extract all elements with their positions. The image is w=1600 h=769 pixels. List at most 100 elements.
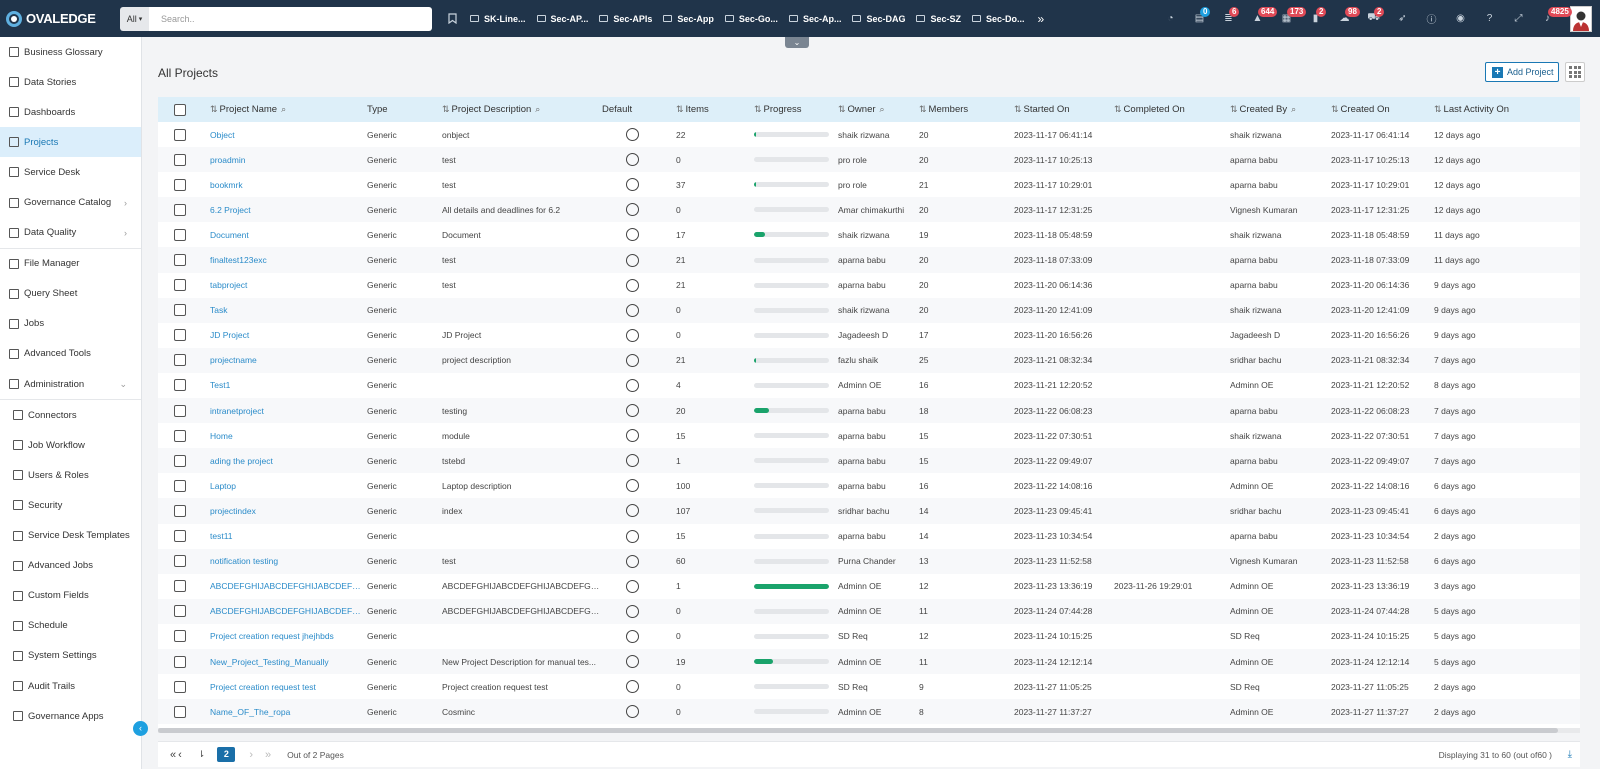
default-radio[interactable] [626,253,639,267]
search-input[interactable] [149,6,432,31]
column-header-owner[interactable]: ⇅ Owner ⌕ [838,97,919,122]
row-checkbox[interactable] [174,454,186,467]
cloud-icon[interactable]: ☁ 98 [1330,0,1360,37]
sidebar-item-users-roles[interactable]: Users & Roles [0,460,141,490]
project-name-link[interactable]: Task [210,305,228,316]
project-name-link[interactable]: Laptop [210,480,236,491]
page-link-1-icon[interactable]: ⇂ [197,749,206,759]
sidebar-item-jobs[interactable]: Jobs [0,309,141,339]
current-page[interactable]: 2 [217,747,236,762]
sidebar-item-audit-trails[interactable]: Audit Trails [0,671,141,701]
next-page-icon[interactable]: › [249,748,254,761]
sort-icon[interactable]: ⇅ [442,104,450,114]
default-radio[interactable] [626,504,639,518]
rocket-icon[interactable]: ➶ [1398,13,1407,24]
sidebar-item-custom-fields[interactable]: Custom Fields [0,581,141,611]
default-radio[interactable] [626,579,639,593]
project-name-link[interactable]: notification testing [210,556,279,567]
default-radio[interactable] [626,203,639,217]
warning-icon[interactable]: ▲ 644 [1243,0,1278,37]
row-checkbox[interactable] [174,254,186,267]
bookmark-tab[interactable]: Sec-SZ [916,14,961,24]
project-name-link[interactable]: Test1 [210,380,231,391]
project-name-link[interactable]: test11 [210,531,233,542]
project-name-link[interactable]: finaltest123exc [210,255,267,266]
row-checkbox[interactable] [174,479,186,492]
row-checkbox[interactable] [174,630,186,643]
project-name-link[interactable]: New_Project_Testing_Manually [210,656,329,667]
dashboard-gauge-icon[interactable]: ◔ [1167,13,1174,24]
sidebar-item-service-desk-templates[interactable]: Service Desk Templates [0,521,141,551]
sidebar-item-file-manager[interactable]: File Manager [0,249,141,279]
bookmark-tab[interactable]: Sec-AP... [536,14,588,24]
sidebar-item-job-workflow[interactable]: Job Workflow [0,430,141,460]
project-name-link[interactable]: projectname [210,355,257,366]
row-checkbox[interactable] [174,705,186,718]
search-icon[interactable]: ⌕ [879,104,885,114]
sidebar-item-security[interactable]: Security [0,490,141,520]
bookmark-tab[interactable]: Sec-App [663,14,714,24]
search-scope-select[interactable]: All ▾ [120,6,149,31]
row-checkbox[interactable] [174,655,186,668]
bookmark-tab[interactable]: SK-Line... [470,14,526,24]
column-header-name[interactable]: ⇅ Project Name ⌕ [210,97,367,122]
default-radio[interactable] [626,629,639,643]
sidebar-item-data-stories[interactable]: Data Stories [0,67,141,97]
search-icon[interactable]: ⌕ [281,104,287,114]
default-radio[interactable] [626,429,639,443]
scrollbar-thumb[interactable] [158,728,1558,733]
project-name-link[interactable]: proadmin [210,154,246,165]
default-radio[interactable] [626,529,639,543]
column-header-default[interactable]: Default [602,97,676,122]
column-header-completed[interactable]: ⇅ Completed On [1114,97,1230,122]
info-icon[interactable]: ⓘ [1426,15,1437,26]
last-page-icon[interactable]: » [265,748,272,761]
sort-icon[interactable]: ⇅ [1434,104,1442,114]
search-icon[interactable]: ⌕ [1291,104,1297,114]
sort-icon[interactable]: ⇅ [919,104,927,114]
row-checkbox[interactable] [174,128,186,141]
sort-icon[interactable]: ⇅ [754,104,762,114]
bookmark-tab[interactable]: Sec-Do... [971,14,1025,24]
project-name-link[interactable]: ading the project [210,455,273,466]
sidebar-item-projects[interactable]: Projects [0,127,141,158]
row-checkbox[interactable] [174,228,186,241]
default-radio[interactable] [626,705,639,719]
default-radio[interactable] [626,554,639,568]
row-checkbox[interactable] [174,504,186,517]
row-checkbox[interactable] [174,354,186,367]
row-checkbox[interactable] [174,404,186,417]
cart-icon[interactable]: ⛟ 2 [1359,0,1388,37]
default-radio[interactable] [626,153,639,167]
sidebar-collapse-button[interactable]: ‹ [133,721,148,736]
database-icon[interactable]: ≣ 6 [1214,0,1243,37]
row-checkbox[interactable] [174,203,186,216]
default-radio[interactable] [626,454,639,468]
project-name-link[interactable]: ABCDEFGHIJABCDEFGHIJABCDEFGHI... [210,581,367,592]
row-checkbox[interactable] [174,304,186,317]
bookmark-tab[interactable]: Sec-Ap... [788,14,841,24]
row-checkbox[interactable] [174,178,186,191]
row-checkbox[interactable] [174,279,186,292]
expand-icon[interactable]: ⤢ [1514,13,1523,24]
sidebar-item-business-glossary[interactable]: Business Glossary [0,37,141,67]
previous-page-icon[interactable]: ‹ [178,748,182,761]
column-header-items[interactable]: ⇅ Items [676,97,754,122]
globe-icon[interactable]: ◉ [1456,13,1465,24]
default-radio[interactable] [626,655,639,669]
project-name-link[interactable]: Document [210,229,249,240]
project-name-link[interactable]: Name_OF_The_ropa [210,706,291,717]
sort-icon[interactable]: ⇅ [676,104,684,114]
sidebar-item-query-sheet[interactable]: Query Sheet [0,279,141,309]
default-radio[interactable] [626,228,639,242]
bell-icon[interactable]: ♪ 4825 [1533,0,1572,37]
default-radio[interactable] [626,353,639,367]
horizontal-scrollbar[interactable] [158,728,1580,733]
sidebar-item-service-desk[interactable]: Service Desk [0,157,141,187]
tasks-icon[interactable]: ▦ 173 [1272,0,1307,37]
row-checkbox[interactable] [174,153,186,166]
clipboard-icon[interactable]: ▤ 0 [1185,0,1214,37]
row-checkbox[interactable] [174,605,186,618]
project-name-link[interactable]: 6.2 Project [210,204,251,215]
bookmark-tab[interactable]: Sec-DAG [852,14,905,24]
